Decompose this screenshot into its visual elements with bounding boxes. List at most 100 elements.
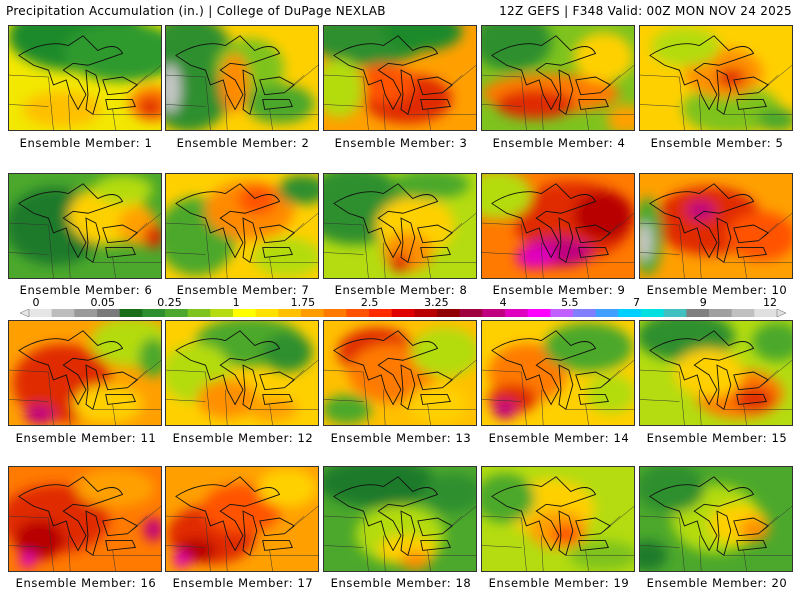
colorbar-swatch (323, 309, 347, 317)
precip-map (8, 320, 162, 426)
precip-contour (257, 468, 318, 508)
state-borders (640, 506, 792, 571)
precip-map (323, 25, 477, 131)
state-borders (9, 506, 161, 571)
colorbar-swatch (663, 309, 687, 317)
precip-map (481, 173, 635, 279)
member-label: Ensemble Member: 5 (650, 136, 784, 150)
member-label: Ensemble Member: 7 (176, 283, 310, 297)
member-label: Ensemble Member: 19 (488, 576, 630, 590)
precip-map (165, 466, 319, 572)
state-borders (482, 360, 634, 425)
state-borders (166, 360, 318, 425)
precip-contour (640, 221, 653, 262)
precip-contour (278, 174, 318, 205)
precip-contour (324, 58, 364, 118)
precip-map (639, 320, 793, 426)
precip-contour (324, 394, 372, 425)
member-label: Ensemble Member: 18 (330, 576, 472, 590)
precip-contour (400, 550, 431, 571)
member-label: Ensemble Member: 6 (19, 283, 153, 297)
state-borders (9, 213, 161, 278)
member-label: Ensemble Member: 14 (488, 431, 630, 445)
colorbar-swatch (346, 309, 370, 317)
state-borders (166, 65, 318, 130)
precip-contour (138, 337, 161, 378)
precip-contour (383, 26, 463, 51)
precip-contour (138, 97, 161, 117)
colorbar-swatch (278, 309, 302, 317)
colorbar-tick-label: 9 (699, 296, 707, 309)
colorbar-tick-label: 5.5 (561, 296, 579, 309)
precip-contour (573, 191, 634, 241)
precip-contour (237, 185, 277, 215)
colorbar-swatch (255, 309, 279, 317)
colorbar-max-arrow (776, 309, 786, 317)
precip-contour (716, 68, 747, 88)
colorbar-swatch (595, 309, 619, 317)
precip-contour (219, 53, 250, 113)
state-borders (640, 360, 792, 425)
precip-contour (166, 63, 181, 113)
colorbar-swatch (187, 309, 211, 317)
colorbar-swatch (437, 309, 461, 317)
colorbar-tick-label: 1.75 (290, 296, 316, 309)
precip-contour (543, 322, 633, 372)
colorbar-tick-label: 7 (633, 296, 641, 309)
precip-contour (550, 524, 581, 545)
precip-contour (197, 379, 257, 419)
precip-map (481, 466, 635, 572)
precip-contour (245, 84, 315, 124)
precip-contour (14, 520, 65, 560)
precip-contour (673, 348, 743, 398)
precip-contour (390, 252, 410, 273)
precip-contour (411, 327, 476, 377)
colorbar-swatch (550, 309, 574, 317)
member-label: Ensemble Member: 20 (646, 576, 788, 590)
colorbar-swatch (119, 309, 143, 317)
member-label: Ensemble Member: 8 (334, 283, 468, 297)
state-borders (482, 65, 634, 130)
precip-map (639, 25, 793, 131)
state-borders (640, 213, 792, 278)
precip-contour (324, 467, 437, 508)
member-label: Ensemble Member: 3 (334, 136, 468, 150)
precip-map (8, 173, 162, 279)
precip-map (323, 173, 477, 279)
precip-contour (492, 399, 517, 420)
colorbar-swatch (97, 309, 121, 317)
precip-contour (482, 174, 532, 220)
precip-map (639, 173, 793, 279)
colorbar-swatch (618, 309, 642, 317)
colorbar-swatch (142, 309, 166, 317)
state-borders (482, 213, 634, 278)
precip-contour (685, 200, 716, 221)
precip-contour (166, 26, 239, 130)
precip-contour (606, 104, 634, 130)
member-label: Ensemble Member: 10 (646, 283, 788, 297)
state-borders (324, 506, 476, 571)
precip-contour (173, 552, 190, 569)
precip-contour (495, 89, 575, 119)
colorbar-tick-label: 0.05 (90, 296, 115, 309)
precip-contour (651, 27, 721, 67)
colorbar-swatch (74, 309, 98, 317)
member-label: Ensemble Member: 17 (172, 576, 314, 590)
precip-contour (93, 174, 153, 205)
colorbar-legend: 0 0.05 0.25 1 1.75 2.5 3.25 4 5.5 7 9 12 (20, 296, 786, 320)
member-label: Ensemble Member: 9 (492, 283, 626, 297)
colorbar-swatch (754, 309, 778, 317)
product-title: Precipitation Accumulation (in.) | Colle… (6, 4, 386, 18)
precip-contour (22, 91, 102, 127)
precip-contour (482, 473, 535, 523)
state-borders (9, 65, 161, 130)
colorbar-swatch (51, 309, 75, 317)
member-label: Ensemble Member: 2 (176, 136, 310, 150)
colorbar-tick-label: 4 (499, 296, 507, 309)
precip-contour (143, 224, 161, 249)
colorbar-swatch (505, 309, 529, 317)
colorbar-swatch (165, 309, 189, 317)
member-label: Ensemble Member: 12 (172, 431, 314, 445)
state-borders (166, 213, 318, 278)
precip-map (8, 466, 162, 572)
